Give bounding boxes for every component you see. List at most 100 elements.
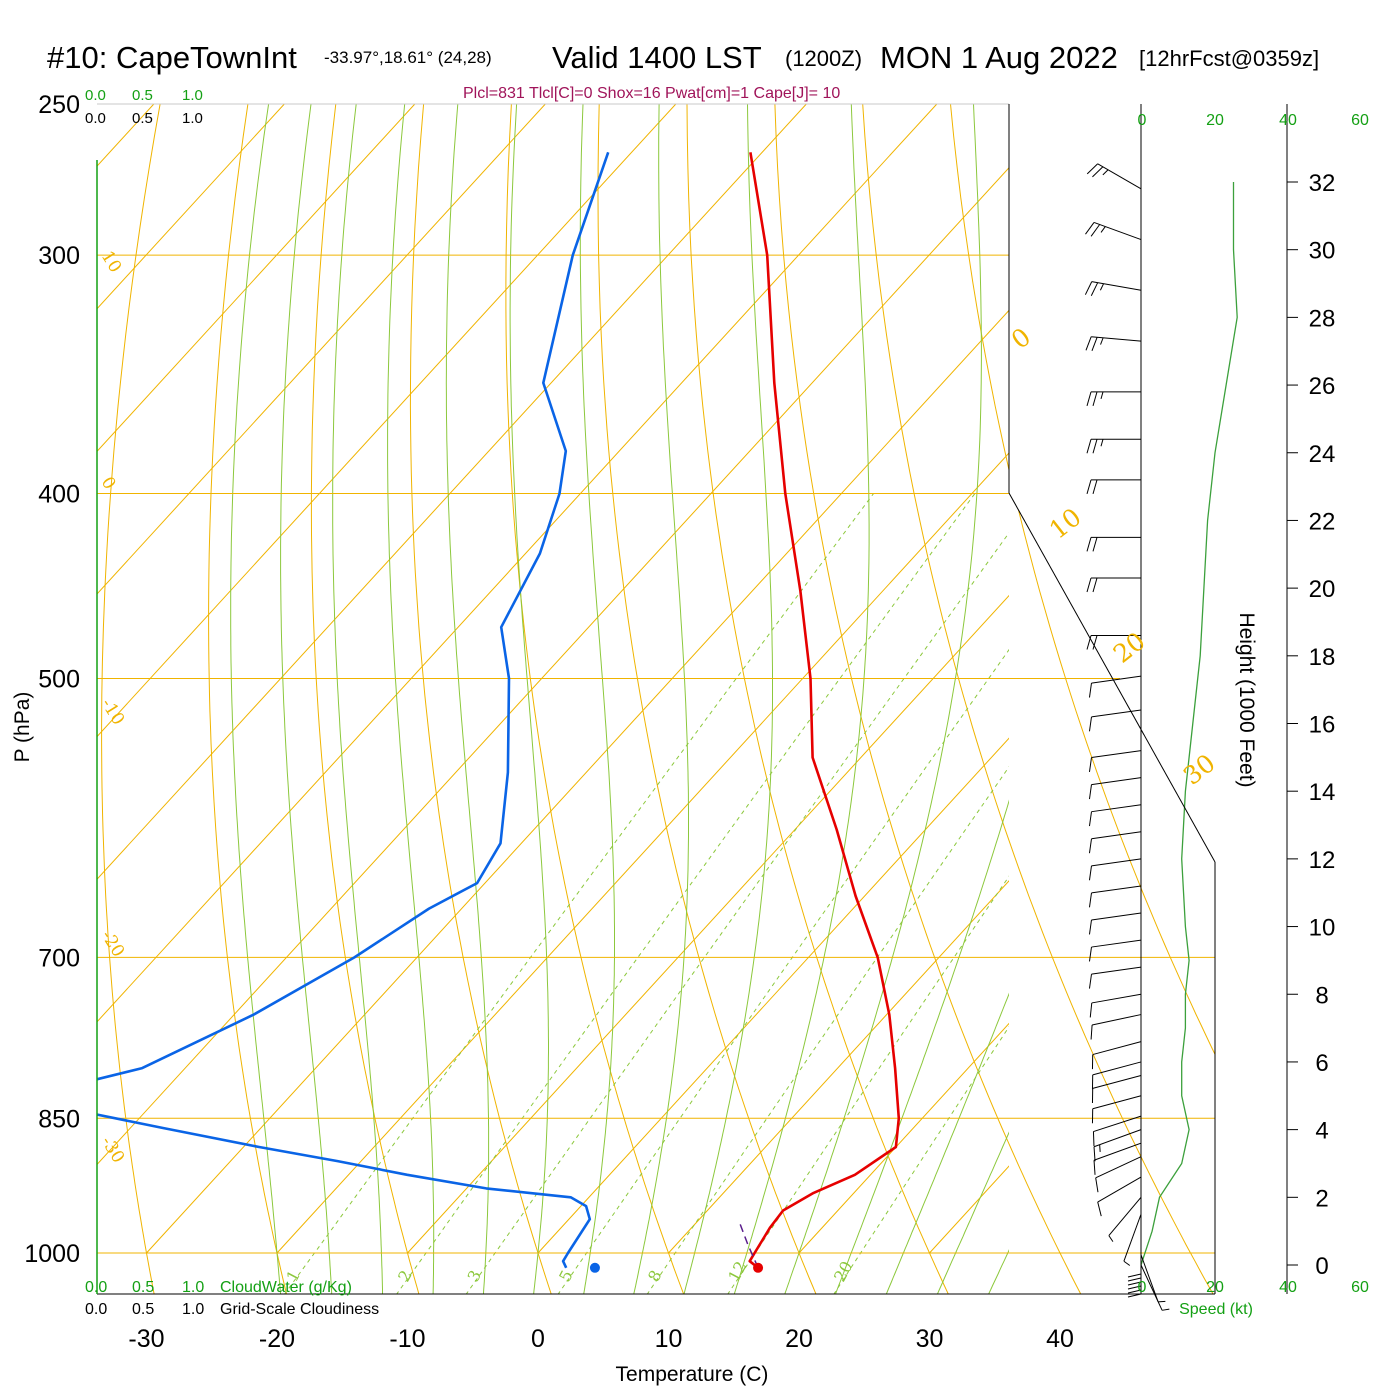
wind-barb — [1088, 885, 1142, 908]
isotherm-line — [1321, 104, 1400, 1253]
frame-right-diagonal — [1008, 492, 1216, 863]
wind-barb-staff — [1091, 709, 1142, 718]
wind-barb-staff — [1093, 1129, 1142, 1148]
surface-barb-tick — [1127, 1273, 1142, 1278]
wind-layer — [1084, 163, 1238, 1311]
stability-indices: Plcl=831 Tlcl[C]=0 Shox=16 Pwat[cm]=1 Ca… — [463, 85, 840, 102]
isotherm-label: 30 — [1178, 748, 1221, 790]
wind-barb-staff — [1097, 163, 1142, 190]
pressure-tick-label: 500 — [38, 666, 80, 694]
title-zulu: (1200Z) — [785, 46, 862, 71]
wind-barb — [1088, 939, 1142, 962]
scale-top-green-0: 0.0 — [85, 87, 106, 104]
wind-barb-staff — [1091, 939, 1142, 948]
pressure-tick-label: 250 — [38, 91, 80, 119]
wind-barb-feather — [1092, 439, 1098, 454]
wind-barb — [1088, 804, 1142, 827]
isotherm-line — [97, 104, 416, 453]
wind-barb — [1093, 1142, 1142, 1175]
height-tick-label: 8 — [1315, 982, 1328, 1009]
wind-barb-feather — [1088, 838, 1092, 854]
wind-barb — [1095, 1156, 1142, 1193]
temperature-tick-label: 30 — [916, 1325, 944, 1353]
mixing-ratio-label: 3 — [463, 1267, 485, 1285]
mixing-ratio-line — [396, 493, 976, 1294]
wind-scale-bottom-40: 40 — [1279, 1279, 1297, 1296]
height-tick-label: 14 — [1309, 779, 1336, 806]
wind-barb-feather — [1086, 635, 1092, 650]
wind-barb-staff — [1093, 1115, 1142, 1133]
wind-scale-bottom-0: 0 — [1138, 1279, 1147, 1296]
wind-barb — [1084, 281, 1142, 296]
wind-barb-half-feather — [1100, 337, 1104, 345]
moist-adiabat-line — [280, 104, 333, 1294]
wind-barb-staff — [1091, 858, 1142, 867]
dry-adiabat-line — [101, 104, 167, 1294]
wind-barb — [1108, 1196, 1142, 1242]
wind-barb-half-feather — [1099, 283, 1105, 291]
moist-adiabat-line — [936, 1131, 1009, 1294]
pressure-tick-label: 400 — [38, 481, 80, 509]
height-tick-label: 4 — [1315, 1118, 1328, 1145]
surface-barb-tick — [1127, 1281, 1142, 1286]
temperature-tick-label: -30 — [128, 1325, 164, 1353]
wind-barb-staff — [1091, 336, 1142, 342]
dewpoint-line — [97, 151, 610, 1269]
wind-barb — [1086, 479, 1141, 494]
height-tick-label: 26 — [1309, 373, 1336, 400]
surface-barb-tick — [1127, 1289, 1142, 1294]
wind-barb-feather — [1088, 919, 1092, 935]
moist-adiabat-line — [509, 104, 549, 1294]
temperature-tick-label: -10 — [389, 1325, 425, 1353]
moist-adiabat-line — [579, 104, 615, 1294]
scale-top-green-1: 0.5 — [132, 87, 153, 104]
wind-barb — [1093, 1129, 1142, 1162]
wind-barb-staff — [1123, 1214, 1142, 1262]
temperature-line — [748, 152, 901, 1269]
wind-barb-feather — [1088, 946, 1092, 962]
wind-barb-staff — [1091, 804, 1142, 813]
data-layer — [97, 151, 901, 1273]
wind-barb — [1088, 709, 1142, 732]
dry-adiabat-line — [208, 104, 289, 1294]
surface-barb-tick — [1127, 1285, 1142, 1290]
isotherm-line — [97, 104, 285, 310]
wind-barb — [1085, 221, 1142, 241]
dry-adiabat-line — [310, 104, 422, 1294]
wind-barb-feather — [1092, 1131, 1095, 1147]
wind-barb-feather — [1088, 757, 1092, 773]
temperature-tick-label: -20 — [259, 1325, 295, 1353]
height-tick-label: 6 — [1315, 1050, 1328, 1077]
isotherm-line — [537, 737, 1009, 1254]
cloudiness-label: Grid-Scale Cloudiness — [220, 1301, 379, 1318]
moist-adiabat-line — [733, 104, 870, 1294]
temperature-tick-label: 20 — [785, 1325, 813, 1353]
mixing-ratio-label: 20 — [830, 1258, 856, 1285]
wind-barb-feather — [1086, 391, 1092, 406]
dry-adiabat-line — [860, 104, 1215, 1294]
title-station: #10: CapeTownInt — [47, 40, 297, 75]
wind-barb-feather — [1086, 163, 1099, 175]
moist-adiabat-line — [834, 799, 1009, 1294]
wind-barb-feather — [1089, 1002, 1093, 1018]
dry-adiabat-label: 0 — [97, 473, 120, 493]
wind-scale-top-60: 60 — [1351, 112, 1369, 129]
surface-temperature-marker — [753, 1262, 764, 1273]
wind-speed-line — [1140, 182, 1238, 1266]
wind-barb-staff — [1091, 281, 1142, 291]
pressure-tick-label: 300 — [38, 242, 80, 270]
scale-top-green-2: 1.0 — [182, 87, 203, 104]
wind-barb-staff — [1091, 675, 1142, 684]
wind-barb — [1086, 438, 1141, 454]
isotherm-label: 0 — [1006, 322, 1036, 355]
wind-scale-top-0: 0 — [1138, 112, 1147, 129]
isotherm-line — [1191, 104, 1400, 1253]
wind-barb — [1088, 777, 1142, 800]
scale-bottom-green-2: 1.0 — [182, 1279, 204, 1296]
wind-barb-feather — [1092, 391, 1098, 406]
wind-barb-feather — [1097, 1201, 1102, 1217]
scale-bottom-green-0: 0.0 — [85, 1279, 107, 1296]
wind-barb — [1088, 831, 1142, 854]
wind-barb-staff — [1091, 777, 1142, 786]
